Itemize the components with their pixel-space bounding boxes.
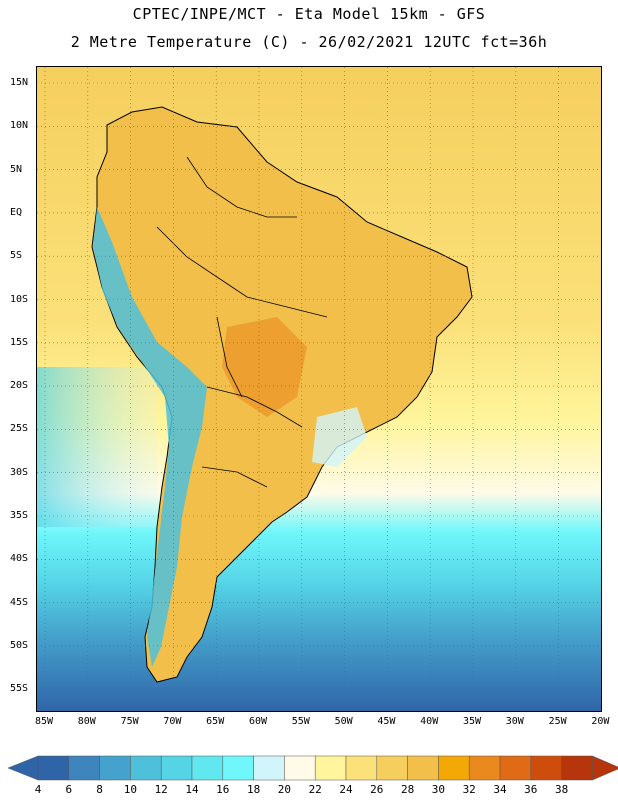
colorbar-swatch [99, 755, 131, 781]
colorbar-tick-label: 20 [277, 783, 292, 796]
map-subtitle: 2 Metre Temperature (C) - 26/02/2021 12U… [70, 33, 548, 51]
lat-label: 30S [10, 466, 29, 478]
colorbar-swatch [68, 755, 100, 781]
lon-label: 80W [77, 716, 96, 727]
colorbar-swatch [314, 755, 347, 781]
lon-label: 25W [548, 716, 567, 727]
colorbar-tick-label: 18 [246, 783, 261, 796]
colorbar-swatch [376, 755, 408, 781]
colorbar-tick-label: 6 [65, 783, 73, 796]
colorbar-swatch [191, 755, 224, 781]
colorbar-swatch [407, 755, 439, 781]
colorbar-tick-label: 16 [216, 783, 230, 796]
colorbar-swatch [345, 755, 378, 781]
lat-label: 45S [10, 596, 29, 608]
colorbar-tick-label: 4 [34, 783, 42, 796]
colorbar-swatch [222, 755, 254, 781]
lon-label: 40W [420, 716, 439, 727]
lat-label: 55S [10, 683, 29, 695]
colorbar-min-arrow [7, 755, 39, 781]
lon-label: 65W [206, 716, 225, 727]
colorbar-swatch [284, 755, 316, 781]
colorbar-swatch [253, 755, 285, 781]
colorbar-tick-label: 30 [431, 783, 446, 796]
pacific-cool-zone [37, 367, 157, 527]
colorbar-tick-label: 34 [493, 783, 507, 796]
lon-label: 60W [248, 716, 268, 727]
colorbar-tick-label: 38 [554, 783, 569, 796]
colorbar-tick-label: 10 [123, 783, 138, 796]
lat-label: 25S [10, 423, 29, 435]
lat-label: 35S [10, 510, 29, 521]
lat-label: 15N [10, 77, 29, 88]
lat-label: 40S [10, 553, 29, 565]
lon-label: 30W [505, 716, 524, 727]
temperature-map [36, 66, 602, 712]
colorbar-swatch [561, 755, 593, 781]
southeast-cool-zone [312, 407, 367, 467]
country-borders [156, 156, 328, 488]
lat-label: 5S [10, 250, 23, 262]
colorbar-tick-label: 28 [400, 783, 415, 796]
map-svg [37, 67, 601, 711]
colorbar-tick-label: 8 [96, 783, 103, 796]
colorbar-tick-label: 24 [339, 783, 353, 796]
lon-label: 75W [120, 716, 139, 727]
brazil-hot-zone [222, 317, 307, 417]
lon-label: 85W [34, 716, 54, 727]
map-title: CPTEC/INPE/MCT - Eta Model 15km - GFS [132, 5, 486, 23]
colorbar-swatch [468, 755, 501, 781]
lat-label: 10N [10, 120, 29, 132]
lat-label: 10S [10, 293, 29, 305]
lat-label: 15S [10, 336, 29, 348]
lon-label: 35W [462, 716, 482, 727]
colorbar-swatch [160, 755, 193, 781]
colorbar-tick-label: 22 [308, 783, 322, 796]
colorbar-tick-label: 26 [370, 783, 384, 796]
colorbar-swatch [438, 755, 470, 781]
colorbar-max-arrow [592, 755, 618, 781]
andes-cool-strip [93, 207, 207, 667]
lat-label: 5N [10, 163, 23, 175]
colorbar-tick-label: 12 [154, 783, 168, 796]
colorbar-swatch [499, 755, 532, 781]
lat-label: 20S [10, 380, 29, 392]
lat-label: EQ [10, 206, 23, 218]
lon-label: 20W [591, 716, 610, 727]
lat-label: 50S [10, 639, 29, 651]
colorbar-tick-label: 14 [185, 783, 199, 796]
colorbar-swatch [37, 755, 70, 781]
colorbar-swatch [130, 755, 162, 781]
colorbar-tick-label: 32 [462, 783, 476, 796]
lon-label: 45W [377, 716, 396, 727]
colorbar-tick-label: 36 [524, 783, 538, 796]
lon-label: 55W [291, 716, 310, 727]
lon-label: 70W [163, 716, 182, 727]
lon-label: 50W [334, 716, 353, 727]
colorbar-swatch [530, 755, 562, 781]
colorbar [7, 755, 618, 781]
